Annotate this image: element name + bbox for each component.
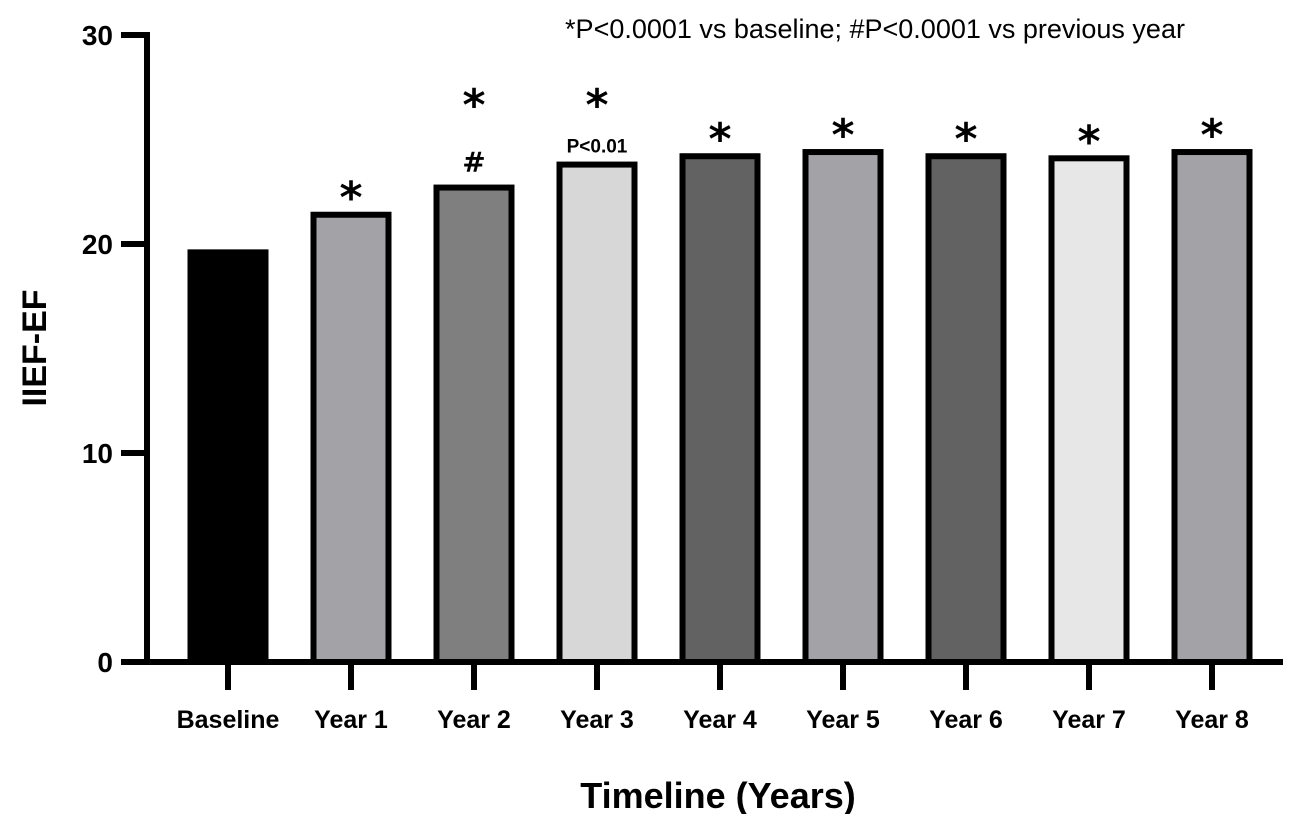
x-tick-label-year-7: Year 7 — [1052, 706, 1126, 734]
x-tick-label-baseline: Baseline — [177, 706, 280, 734]
annotations: * * # * P<0.01 * * * * * — [339, 80, 1223, 224]
annotation-year-2-star: * — [462, 80, 485, 131]
bar-year-7 — [1048, 155, 1130, 665]
y-axis-title: IIEF-EF — [16, 289, 54, 406]
tick-labels: 0 10 20 30 Baseline Year 1 Year 2 Year 3 Year 4 Y… — [82, 20, 1249, 734]
significance-note: *P<0.0001 vs baseline; #P<0.0001 vs prev… — [565, 14, 1185, 44]
bar-baseline — [187, 249, 269, 666]
x-tick-label-year-3: Year 3 — [560, 706, 634, 734]
annotation-year-8-star: * — [1200, 110, 1223, 161]
x-tick-label-year-2: Year 2 — [437, 706, 511, 734]
annotation-year-3-star: * — [585, 80, 608, 131]
annotation-year-3-p-value: P<0.01 — [567, 137, 628, 158]
x-tick-label-year-5: Year 5 — [806, 706, 880, 734]
bar-year-2 — [433, 184, 515, 665]
bars — [187, 149, 1253, 666]
y-tick-label-30: 30 — [82, 20, 113, 51]
annotation-year-7-star: * — [1077, 116, 1100, 167]
bar-year-4 — [679, 153, 761, 665]
annotation-year-5-star: * — [831, 110, 854, 161]
annotation-year-6-star: * — [954, 114, 977, 165]
y-tick-label-10: 10 — [82, 438, 113, 469]
x-tick-label-year-8: Year 8 — [1175, 706, 1249, 734]
x-tick-label-year-4: Year 4 — [683, 706, 757, 734]
x-tick-label-year-1: Year 1 — [314, 706, 388, 734]
bar-year-1 — [310, 211, 392, 666]
annotation-year-2-hash: # — [462, 146, 485, 179]
y-tick-label-0: 0 — [97, 647, 113, 678]
y-tick-label-20: 20 — [82, 229, 113, 260]
x-axis-title: Timeline (Years) — [580, 775, 855, 814]
bar-year-3 — [556, 161, 638, 666]
x-tick-label-year-6: Year 6 — [929, 706, 1003, 734]
bar-year-5 — [802, 149, 884, 665]
bar-year-6 — [925, 153, 1007, 665]
annotation-year-1-star: * — [339, 173, 362, 224]
bar-year-8 — [1171, 149, 1253, 665]
annotation-year-4-star: * — [708, 114, 731, 165]
